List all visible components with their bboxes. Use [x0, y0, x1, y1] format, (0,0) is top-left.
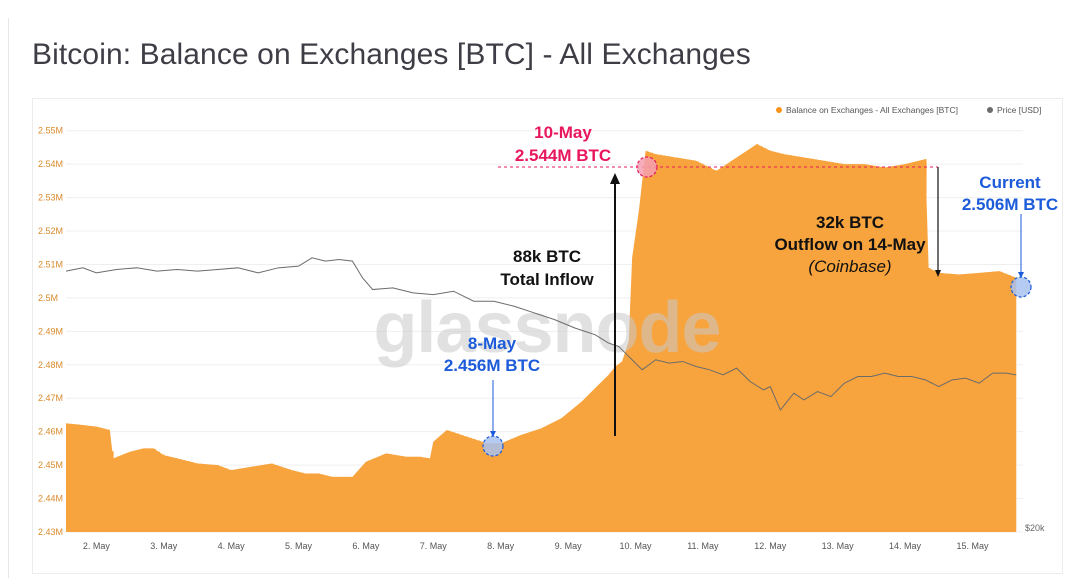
balance-area-fill	[66, 144, 1017, 533]
x-tick-label: 12. May	[754, 541, 787, 551]
inflow-caption-label: Total Inflow	[500, 270, 594, 289]
low-pointer-head	[490, 431, 496, 437]
outflow-amount-label: 32k BTC	[816, 213, 884, 232]
low-date-label: 8-May	[468, 334, 517, 353]
inflow-arrowhead	[610, 173, 620, 184]
x-tick-label: 14. May	[889, 541, 922, 551]
x-tick-label: 2. May	[83, 541, 111, 551]
legend-price-label[interactable]: Price [USD]	[997, 105, 1041, 115]
x-tick-label: 8. May	[487, 541, 515, 551]
y-tick-label: 2.46M	[38, 427, 63, 437]
peak-date-label: 10-May	[534, 123, 592, 142]
y-tick-label: 2.52M	[38, 226, 63, 236]
y-tick-label: 2.55M	[38, 126, 63, 136]
current-value-label: 2.506M BTC	[962, 195, 1058, 214]
current-label: Current	[979, 173, 1041, 192]
x-tick-label: 6. May	[352, 541, 380, 551]
y-tick-label: 2.47M	[38, 393, 63, 403]
y-tick-label: 2.48M	[38, 360, 63, 370]
x-tick-label: 4. May	[218, 541, 246, 551]
y-tick-label: 2.5M	[38, 293, 58, 303]
y-axis: 2.43M 2.44M 2.45M 2.46M 2.47M 2.48M 2.49M 2.5M 2…	[38, 126, 63, 537]
watermark-logo: glassnode	[373, 288, 720, 368]
outflow-arrowhead	[935, 270, 941, 277]
peak-value-label: 2.544M BTC	[515, 146, 611, 165]
y-tick-label: 2.54M	[38, 159, 63, 169]
outflow-source-label: (Coinbase)	[808, 257, 891, 276]
chart-legend: Balance on Exchanges - All Exchanges [BT…	[776, 105, 1041, 115]
x-tick-label: 9. May	[555, 541, 583, 551]
x-tick-label: 7. May	[420, 541, 448, 551]
x-tick-label: 11. May	[687, 541, 719, 551]
low-marker	[482, 435, 504, 457]
x-tick-label: 13. May	[822, 541, 855, 551]
legend-balance-swatch	[776, 107, 782, 113]
peak-marker	[636, 156, 658, 178]
current-marker	[1010, 276, 1032, 298]
y-tick-label: 2.45M	[38, 460, 63, 470]
y-tick-label: 2.53M	[38, 193, 63, 203]
page-title: Bitcoin: Balance on Exchanges [BTC] - Al…	[32, 38, 751, 71]
x-tick-label: 3. May	[150, 541, 178, 551]
low-value-label: 2.456M BTC	[444, 356, 540, 375]
right-axis-label: $20k	[1025, 523, 1045, 533]
y-tick-label: 2.44M	[38, 494, 63, 504]
inflow-amount-label: 88k BTC	[513, 247, 581, 266]
price-line	[65, 257, 1017, 411]
price-series-line	[65, 257, 1017, 411]
x-tick-label: 5. May	[285, 541, 313, 551]
current-pointer-head	[1018, 272, 1024, 278]
left-divider	[8, 18, 9, 578]
x-tick-label: 10. May	[619, 541, 652, 551]
balance-area	[66, 144, 1017, 533]
x-axis: 2. May 3. May 4. May 5. May 6. May 7. May 8. M…	[83, 541, 989, 551]
y-tick-label: 2.43M	[38, 527, 63, 537]
y-tick-label: 2.49M	[38, 326, 63, 336]
y-tick-label: 2.51M	[38, 259, 63, 269]
legend-price-swatch	[987, 107, 993, 113]
annotations: 10-May 2.544M BTC 88k BTC Total Inflow 3…	[444, 123, 1058, 457]
x-tick-label: 15. May	[956, 541, 989, 551]
chart-frame	[32, 98, 1063, 574]
outflow-caption-label: Outflow on 14-May	[774, 235, 926, 254]
legend-balance-label[interactable]: Balance on Exchanges - All Exchanges [BT…	[786, 105, 958, 115]
